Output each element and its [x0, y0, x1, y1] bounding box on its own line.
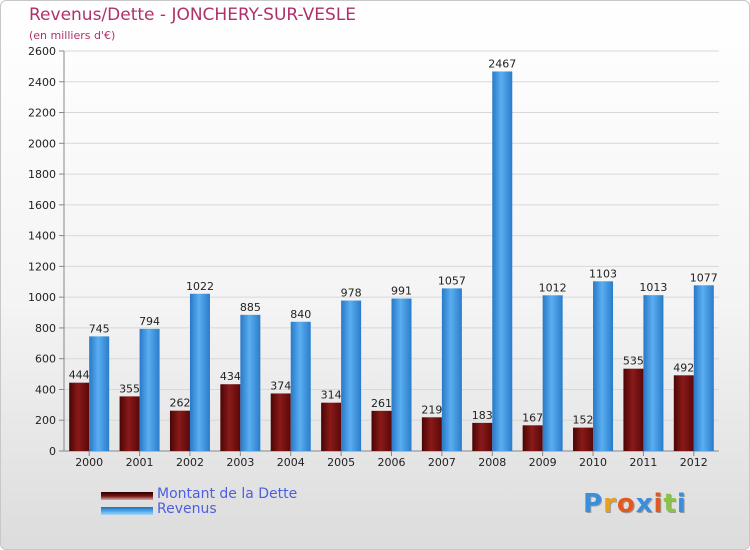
dette-bar: [69, 382, 90, 451]
revenus-value-label: 1012: [539, 281, 567, 294]
y-tick-label: 800: [35, 322, 56, 335]
revenus-bar: [189, 293, 210, 451]
revenus-value-label: 885: [240, 301, 261, 314]
dette-bar: [522, 425, 543, 451]
legend-swatch-dette: [101, 492, 153, 500]
revenus-bar: [89, 336, 110, 451]
revenus-value-label: 1022: [186, 280, 214, 293]
y-tick-label: 2600: [28, 45, 56, 58]
dette-value-label: 262: [169, 397, 190, 410]
y-tick-label: 2200: [28, 107, 56, 120]
revenus-bar: [542, 295, 563, 451]
dette-value-label: 434: [220, 370, 241, 383]
logo-letter: t: [663, 489, 677, 519]
dette-bar: [673, 375, 694, 451]
x-tick-label: 2010: [579, 456, 607, 469]
y-tick-label: 1400: [28, 230, 56, 243]
y-tick-label: 600: [35, 353, 56, 366]
x-tick-label: 2001: [126, 456, 154, 469]
dette-value-label: 535: [623, 355, 644, 368]
dette-bar: [220, 384, 241, 451]
revenus-bar: [693, 285, 714, 451]
revenus-value-label: 745: [89, 322, 110, 335]
revenus-bar: [391, 298, 412, 451]
y-tick-label: 1200: [28, 260, 56, 273]
dette-value-label: 374: [270, 379, 291, 392]
x-tick-label: 2007: [428, 456, 456, 469]
dette-value-label: 219: [421, 403, 442, 416]
x-tick-label: 2011: [629, 456, 657, 469]
revenus-value-label: 1057: [438, 274, 466, 287]
x-tick-label: 2008: [478, 456, 506, 469]
logo-letter: r: [603, 489, 617, 519]
dette-bar: [371, 410, 392, 451]
revenus-bar: [643, 295, 664, 451]
revenus-value-label: 1103: [589, 267, 617, 280]
x-tick-label: 2002: [176, 456, 204, 469]
revenus-value-label: 794: [139, 315, 160, 328]
revenus-bar: [240, 314, 261, 451]
y-tick-label: 2000: [28, 137, 56, 150]
dette-value-label: 183: [472, 409, 493, 422]
x-tick-label: 2003: [226, 456, 254, 469]
logo-letter: i: [676, 489, 687, 519]
legend-swatch-revenus: [101, 507, 153, 515]
dette-bar: [119, 396, 140, 451]
revenus-bar: [290, 321, 311, 451]
revenus-bar: [492, 71, 513, 451]
legend-label-revenus: Revenus: [157, 501, 217, 517]
y-tick-label: 1800: [28, 168, 56, 181]
revenus-bar: [593, 281, 614, 451]
revenus-value-label: 840: [290, 308, 311, 321]
y-tick-label: 1600: [28, 199, 56, 212]
dette-bar: [472, 422, 493, 451]
dette-bar: [169, 410, 190, 451]
dette-value-label: 314: [321, 389, 342, 402]
dette-bar: [573, 427, 594, 451]
legend-label-dette: Montant de la Dette: [157, 486, 298, 502]
revenus-bar: [139, 328, 160, 451]
x-tick-label: 2009: [529, 456, 557, 469]
x-tick-label: 2004: [277, 456, 305, 469]
dette-bar: [623, 368, 644, 451]
revenus-bar: [341, 300, 362, 451]
revenus-value-label: 2467: [488, 57, 516, 70]
dette-value-label: 492: [673, 361, 694, 374]
revenus-value-label: 1013: [639, 281, 667, 294]
dette-bar: [321, 402, 342, 451]
chart-subtitle: (en milliers d'€): [29, 29, 116, 42]
proxiti-logo: Proxiti: [583, 489, 687, 519]
chart-title: Revenus/Dette - JONCHERY-SUR-VESLE: [29, 5, 357, 25]
y-tick-label: 400: [35, 383, 56, 396]
dette-value-label: 261: [371, 397, 392, 410]
logo-letter: i: [653, 489, 664, 519]
x-tick-label: 2012: [680, 456, 708, 469]
x-tick-label: 2005: [327, 456, 355, 469]
dette-value-label: 167: [522, 411, 543, 424]
dette-bar: [270, 393, 291, 451]
dette-value-label: 444: [69, 369, 90, 382]
y-tick-label: 1000: [28, 291, 56, 304]
dette-bar: [421, 417, 442, 451]
dette-value-label: 152: [573, 414, 594, 427]
revenus-value-label: 978: [341, 287, 362, 300]
x-tick-label: 2006: [378, 456, 406, 469]
y-tick-label: 2400: [28, 76, 56, 89]
revenus-value-label: 991: [391, 285, 412, 298]
x-tick-label: 2000: [75, 456, 103, 469]
y-tick-label: 0: [49, 445, 56, 458]
y-tick-label: 200: [35, 414, 56, 427]
logo-letter: o: [616, 489, 636, 519]
revenus-value-label: 1077: [690, 271, 718, 284]
revenus-bar: [441, 288, 462, 451]
logo-letter: x: [635, 489, 654, 519]
logo-letter: P: [583, 489, 604, 519]
dette-value-label: 355: [119, 382, 140, 395]
